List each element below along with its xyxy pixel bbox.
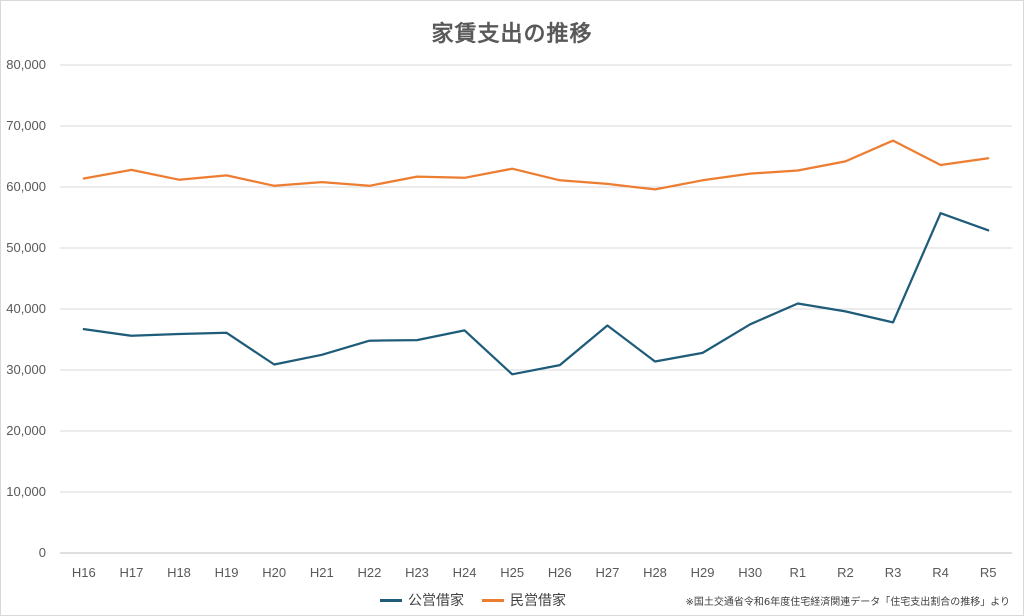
- y-tick-label: 30,000: [6, 362, 46, 377]
- data-point: [843, 309, 847, 313]
- series-line-private-housing: [82, 139, 990, 191]
- data-point: [986, 156, 990, 160]
- legend-item-public: 公営借家: [380, 590, 464, 610]
- data-point: [748, 322, 752, 326]
- data-point: [367, 339, 371, 343]
- data-point: [510, 372, 514, 376]
- x-tick-label: R1: [789, 565, 806, 580]
- data-point: [320, 353, 324, 357]
- legend-label-private: 民営借家: [510, 593, 566, 609]
- x-tick-label: R5: [980, 565, 997, 580]
- data-point: [939, 163, 943, 167]
- data-point: [82, 327, 86, 331]
- data-point: [463, 328, 467, 332]
- x-tick-label: H19: [215, 565, 239, 580]
- data-point: [82, 176, 86, 180]
- x-tick-label: R3: [885, 565, 902, 580]
- data-point: [653, 187, 657, 191]
- source-note: ※国土交通省令和6年度住宅経済関連データ「住宅支出割合の推移」より: [685, 597, 1010, 608]
- data-point: [129, 334, 133, 338]
- y-tick-label: 50,000: [6, 240, 46, 255]
- x-tick-label: H30: [738, 565, 762, 580]
- data-point: [177, 332, 181, 336]
- y-tick-label: 0: [39, 545, 46, 560]
- data-point: [891, 320, 895, 324]
- data-point: [843, 159, 847, 163]
- gridlines: [60, 64, 1012, 554]
- y-axis-labels: 0 10,000 20,000 30,000 40,000 50,000 60,000 70,…: [6, 57, 46, 560]
- data-point: [748, 172, 752, 176]
- y-tick-label: 70,000: [6, 118, 46, 133]
- x-tick-label: R4: [932, 565, 949, 580]
- x-tick-label: H24: [453, 565, 477, 580]
- x-tick-label: H18: [167, 565, 191, 580]
- data-point: [558, 363, 562, 367]
- data-point: [367, 184, 371, 188]
- x-tick-label: H17: [119, 565, 143, 580]
- x-tick-label: H28: [643, 565, 667, 580]
- y-tick-label: 20,000: [6, 423, 46, 438]
- series-lines: [82, 139, 990, 376]
- data-point: [272, 363, 276, 367]
- legend-label-public: 公営借家: [408, 593, 464, 609]
- y-tick-label: 60,000: [6, 179, 46, 194]
- x-tick-label: H25: [500, 565, 524, 580]
- data-point: [701, 178, 705, 182]
- x-tick-label: H29: [691, 565, 715, 580]
- x-axis-labels: H16 H17 H18 H19 H20 H21 H22 H23 H24 H25 H26 H27 H28 H…: [72, 565, 997, 580]
- data-point: [796, 169, 800, 173]
- data-point: [510, 167, 514, 171]
- data-point: [463, 176, 467, 180]
- series-line-public-housing: [82, 212, 990, 376]
- x-tick-label: R2: [837, 565, 854, 580]
- x-tick-label: H22: [357, 565, 381, 580]
- data-point: [701, 351, 705, 355]
- data-point: [415, 338, 419, 342]
- x-tick-label: H26: [548, 565, 572, 580]
- legend-item-private: 民営借家: [482, 590, 566, 610]
- data-point: [558, 178, 562, 182]
- data-point: [177, 178, 181, 182]
- y-tick-label: 10,000: [6, 484, 46, 499]
- data-point: [320, 180, 324, 184]
- data-point: [986, 228, 990, 232]
- data-point: [605, 182, 609, 186]
- data-point: [415, 175, 419, 179]
- data-point: [225, 331, 229, 335]
- x-tick-label: H21: [310, 565, 334, 580]
- legend: 公営借家 民営借家: [380, 590, 584, 610]
- x-tick-label: H20: [262, 565, 286, 580]
- data-point: [653, 359, 657, 363]
- data-point: [939, 211, 943, 215]
- x-tick-label: H27: [595, 565, 619, 580]
- data-point: [129, 168, 133, 172]
- legend-swatch-public: [380, 598, 402, 602]
- chart-title: 家賃支出の推移: [431, 22, 593, 47]
- data-point: [272, 184, 276, 188]
- legend-swatch-private: [482, 598, 504, 602]
- y-tick-label: 40,000: [6, 301, 46, 316]
- y-tick-label: 80,000: [6, 57, 46, 72]
- data-point: [891, 139, 895, 143]
- x-tick-label: H23: [405, 565, 429, 580]
- data-point: [605, 323, 609, 327]
- data-point: [796, 302, 800, 306]
- x-tick-label: H16: [72, 565, 96, 580]
- data-point: [225, 173, 229, 177]
